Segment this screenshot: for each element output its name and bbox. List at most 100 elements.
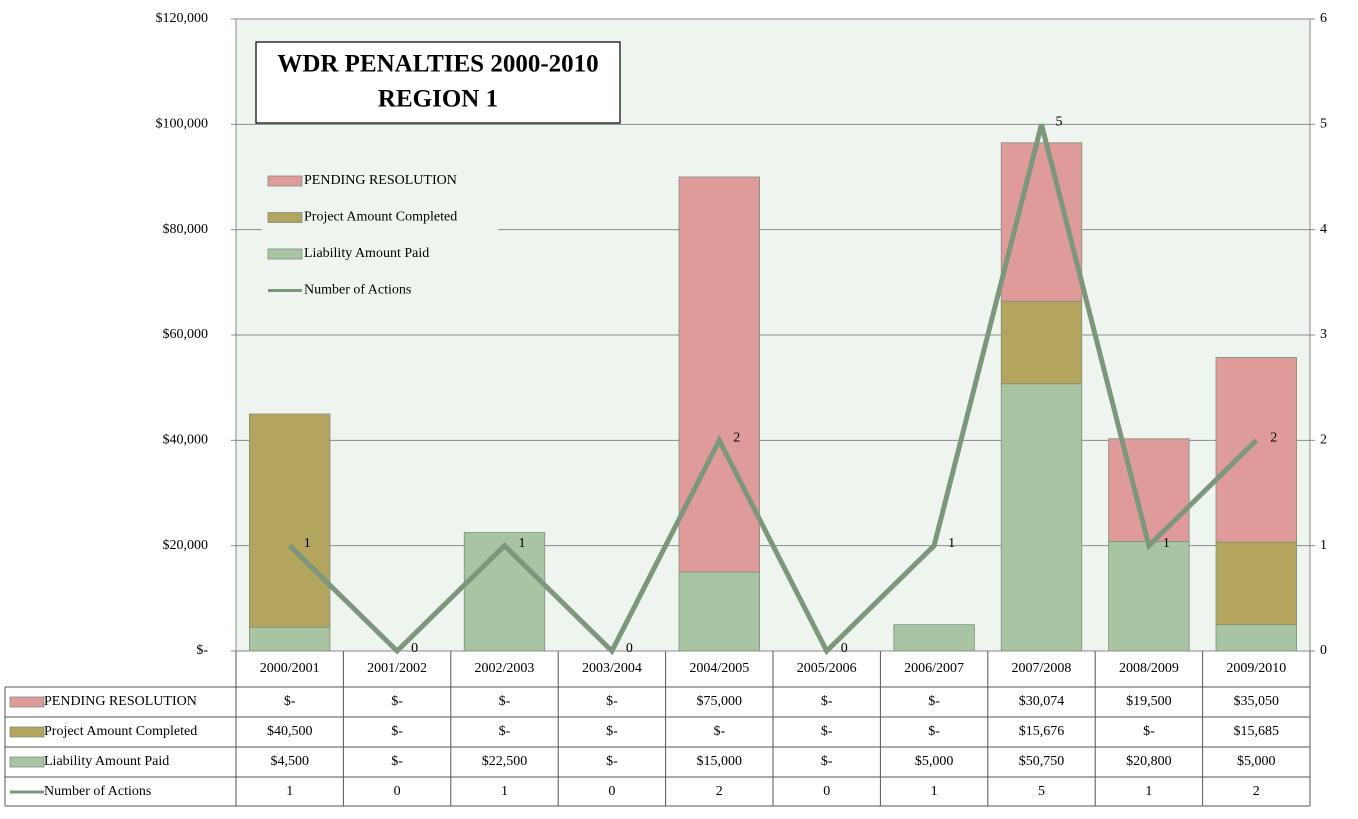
legend-key (9, 726, 45, 738)
line-series (287, 123, 1259, 656)
table-cell: $- (391, 754, 403, 769)
table-cell: $15,000 (697, 754, 743, 769)
legend-key (267, 175, 303, 187)
legend-label: Liability Amount Paid (304, 246, 429, 261)
bar-segment (678, 176, 760, 573)
table-row-label: Project Amount Completed (44, 724, 197, 739)
table-cell: $5,000 (915, 754, 954, 769)
bar-segment (1000, 300, 1083, 385)
y-tick-label: $60,000 (163, 327, 209, 342)
x-tick-label: 2000/2001 (260, 661, 320, 676)
bar-segment (1215, 541, 1297, 626)
table-cell: 5 (1038, 784, 1045, 799)
y-tick-label: $100,000 (156, 117, 209, 132)
y-tick-label: $- (196, 643, 208, 658)
table-cell: $35,050 (1234, 694, 1280, 709)
table-cell: $50,750 (1019, 754, 1065, 769)
table-cell: $- (1143, 724, 1155, 739)
y2-tick-label: 3 (1320, 327, 1327, 342)
x-tick-label: 2002/2003 (475, 661, 535, 676)
chart-subtitle: REGION 1 (378, 86, 498, 113)
bar-segment (463, 532, 546, 652)
y2-tick-label: 2 (1320, 433, 1327, 448)
table-cell: $75,000 (697, 694, 743, 709)
legend-label: Project Amount Completed (304, 210, 457, 225)
y-tick-label: $20,000 (163, 538, 209, 553)
y-tick-label: $120,000 (156, 11, 209, 26)
line-data-label: 0 (841, 641, 848, 656)
table-cell: 1 (286, 784, 293, 799)
table-cell: $19,500 (1126, 694, 1172, 709)
line-data-label: 1 (519, 536, 526, 551)
line-data-label: 0 (626, 641, 633, 656)
chart-title: WDR PENALTIES 2000-2010 (277, 51, 598, 78)
table-cell: $- (928, 724, 940, 739)
line-data-label: 1 (304, 536, 311, 551)
legend-key (267, 248, 303, 260)
line-data-label: 1 (1163, 536, 1170, 551)
table-cell: 0 (394, 784, 401, 799)
y2-tick-label: 6 (1320, 11, 1327, 26)
y2-tick-label: 5 (1320, 117, 1327, 132)
table-cell: $- (821, 694, 833, 709)
y2-tick-label: 0 (1320, 643, 1327, 658)
table-cell: 2 (716, 784, 723, 799)
table-cell: $- (821, 754, 833, 769)
y2-tick-label: 1 (1320, 538, 1327, 553)
bar-segment (249, 413, 331, 628)
line-data-label: 1 (948, 536, 955, 551)
table-cell: 1 (1145, 784, 1152, 799)
table-cell: 2 (1253, 784, 1260, 799)
x-tick-label: 2001/2002 (367, 661, 427, 676)
table-cell: 0 (823, 784, 830, 799)
y-tick-label: $80,000 (163, 222, 209, 237)
legend-box (262, 165, 498, 309)
bar-segment (1108, 541, 1190, 652)
x-tick-label: 2007/2008 (1012, 661, 1072, 676)
bar-segment (678, 571, 760, 652)
table-cell: $- (928, 694, 940, 709)
table-cell: $- (821, 724, 833, 739)
line-data-label: 5 (1056, 115, 1063, 130)
table-cell: $- (499, 724, 511, 739)
y-tick-label: $40,000 (163, 433, 209, 448)
table-cell: $40,500 (267, 724, 313, 739)
legend-label: Number of Actions (304, 283, 411, 298)
legend-label: PENDING RESOLUTION (304, 173, 457, 188)
bar-segment (1215, 624, 1297, 652)
table-row-label: PENDING RESOLUTION (44, 694, 197, 709)
line-data-label: 2 (1270, 431, 1277, 446)
x-tick-label: 2009/2010 (1226, 661, 1286, 676)
legend-key (267, 212, 303, 223)
table-cell: $- (284, 694, 296, 709)
bar-segment (1000, 142, 1083, 302)
bar-segment (1108, 438, 1190, 542)
x-tick-label: 2006/2007 (904, 661, 964, 676)
legend-key (9, 756, 45, 768)
table-cell: $- (499, 694, 511, 709)
table-row-label: Liability Amount Paid (44, 754, 169, 769)
bar-segment (249, 626, 331, 652)
table-cell: $15,676 (1019, 724, 1065, 739)
bar-segment (1215, 357, 1297, 543)
x-tick-label: 2005/2006 (797, 661, 857, 676)
table-cell: $4,500 (270, 754, 309, 769)
table-cell: 1 (501, 784, 508, 799)
y2-tick-label: 4 (1320, 222, 1327, 237)
table-cell: $- (606, 754, 618, 769)
table-cell: $30,074 (1019, 694, 1065, 709)
table-cell: $- (606, 694, 618, 709)
x-tick-label: 2008/2009 (1119, 661, 1179, 676)
table-cell: $5,000 (1237, 754, 1276, 769)
legend-key (9, 696, 45, 708)
table-cell: $- (391, 724, 403, 739)
bar-segment (1000, 383, 1083, 652)
x-tick-label: 2004/2005 (689, 661, 749, 676)
title-box (255, 41, 621, 124)
table-cell: $15,685 (1234, 724, 1280, 739)
bar-segment (893, 624, 975, 652)
x-tick-label: 2003/2004 (582, 661, 642, 676)
table-cell: $- (391, 694, 403, 709)
table-row-label: Number of Actions (44, 784, 151, 799)
